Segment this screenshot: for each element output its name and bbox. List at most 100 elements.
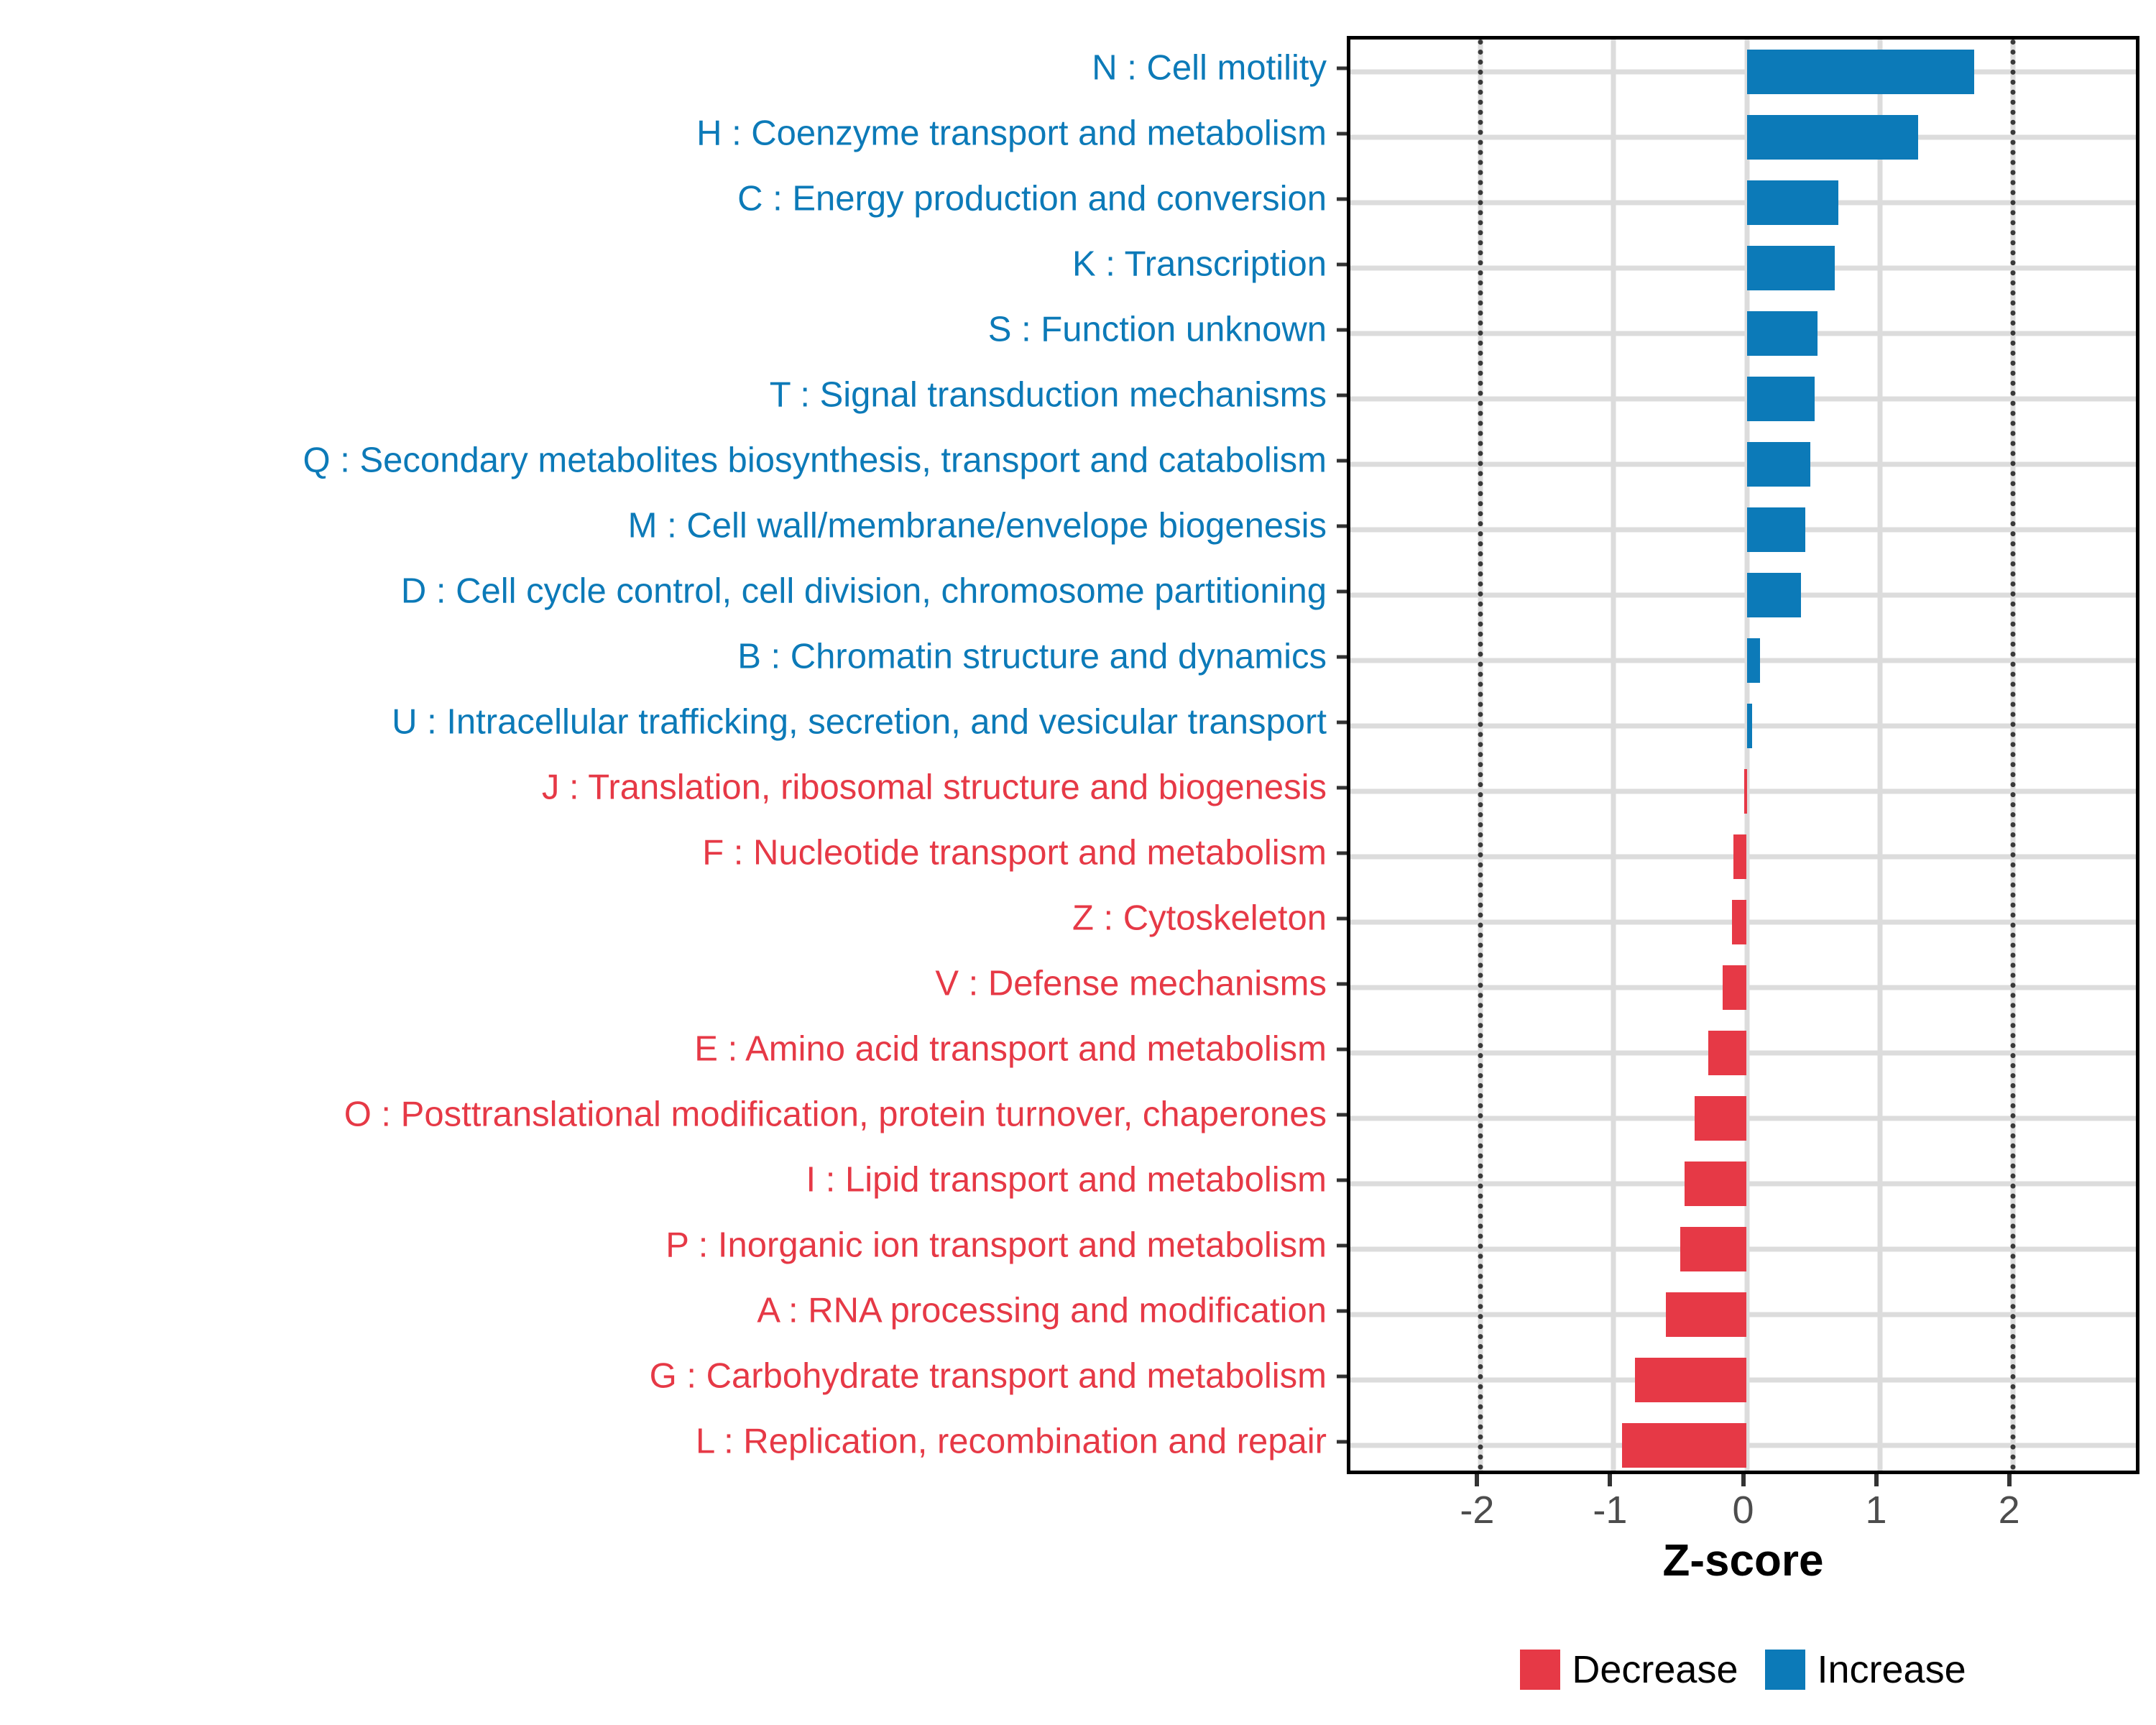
bar[interactable] (1665, 1292, 1747, 1337)
x-axis-tick-mark (1874, 1474, 1879, 1486)
bar[interactable] (1746, 180, 1839, 226)
bar[interactable] (1746, 442, 1811, 487)
bar[interactable] (1746, 573, 1802, 618)
y-axis-tick-mark (1337, 1374, 1347, 1379)
y-axis-label: Q : Secondary metabolites biosynthesis, … (303, 441, 1327, 480)
y-axis-label: Z : Cytoskeleton (1072, 898, 1327, 938)
x-axis-title: Z-score (1662, 1536, 1824, 1586)
horizontal-gridline (1350, 200, 2136, 206)
bar[interactable] (1680, 1226, 1747, 1271)
x-axis-tick-label: 1 (1865, 1489, 1887, 1532)
bar[interactable] (1746, 507, 1805, 553)
legend-swatch-icon (1520, 1650, 1561, 1690)
y-axis-tick-mark (1337, 393, 1347, 397)
bar[interactable] (1733, 834, 1747, 879)
legend-label: Decrease (1572, 1648, 1738, 1691)
y-axis-tick-mark (1337, 197, 1347, 201)
plot-panel (1347, 36, 2139, 1474)
bar[interactable] (1746, 377, 1815, 422)
y-axis-label: H : Coenzyme transport and metabolism (696, 114, 1327, 153)
horizontal-gridline (1350, 331, 2136, 336)
y-axis-tick-mark (1337, 655, 1347, 659)
y-axis-label: A : RNA processing and modification (757, 1291, 1327, 1330)
bar[interactable] (1746, 115, 1919, 160)
x-axis-tick-label: 0 (1732, 1489, 1754, 1532)
horizontal-gridline (1350, 265, 2136, 271)
y-axis-label: D : Cell cycle control, cell division, c… (400, 571, 1327, 611)
y-axis-label: M : Cell wall/membrane/envelope biogenes… (627, 506, 1327, 546)
y-axis-label: P : Inorganic ion transport and metaboli… (665, 1225, 1327, 1265)
bar[interactable] (1635, 1357, 1747, 1402)
y-axis-tick-mark (1337, 459, 1347, 463)
bar[interactable] (1695, 1095, 1747, 1141)
x-axis-ticks: -2 -1 0 1 2 (1347, 1474, 2139, 1560)
bar[interactable] (1746, 704, 1752, 749)
legend-item[interactable]: Decrease (1520, 1650, 1738, 1690)
horizontal-gridline (1350, 461, 2136, 467)
chart-legend: Decrease Increase (1347, 1650, 2139, 1690)
y-axis-label: I : Lipid transport and metabolism (806, 1160, 1327, 1200)
bar[interactable] (1743, 768, 1747, 814)
vertical-gridline (1744, 40, 1749, 1471)
y-axis-label: O : Posttranslational modification, prot… (344, 1095, 1327, 1134)
vertical-gridline (1877, 40, 1883, 1471)
y-axis-category-labels: N : Cell motility H : Coenzyme transport … (0, 36, 1347, 1474)
horizontal-gridline (1350, 134, 2136, 140)
y-axis-label: T : Signal transduction mechanisms (769, 375, 1327, 415)
legend-label: Increase (1817, 1648, 1966, 1691)
y-axis-tick-mark (1337, 720, 1347, 724)
y-axis-label: B : Chromatin structure and dynamics (737, 637, 1327, 676)
bar[interactable] (1684, 1161, 1747, 1206)
horizontal-gridline (1350, 69, 2136, 75)
bar[interactable] (1746, 311, 1818, 356)
y-axis-label: E : Amino acid transport and metabolism (694, 1029, 1327, 1069)
x-axis-tick-mark (1608, 1474, 1613, 1486)
y-axis-tick-mark (1337, 328, 1347, 332)
y-axis-tick-mark (1337, 66, 1347, 70)
y-axis-tick-mark (1337, 1113, 1347, 1117)
horizontal-gridline (1350, 723, 2136, 729)
y-axis-tick-mark (1337, 1309, 1347, 1313)
y-axis-tick-mark (1337, 1047, 1347, 1052)
y-axis-tick-mark (1337, 1440, 1347, 1444)
y-axis-tick-mark (1337, 132, 1347, 136)
bar[interactable] (1723, 965, 1747, 1010)
x-axis-tick-mark (1475, 1474, 1480, 1486)
bar[interactable] (1621, 1422, 1747, 1468)
y-axis-label: K : Transcription (1072, 244, 1327, 284)
x-axis-tick-label: -2 (1460, 1489, 1495, 1532)
x-axis-tick-mark (1741, 1474, 1746, 1486)
y-axis-label: L : Replication, recombination and repai… (696, 1422, 1327, 1461)
y-axis-label: F : Nucleotide transport and metabolism (702, 833, 1327, 873)
bar[interactable] (1746, 50, 1974, 95)
y-axis-label: J : Translation, ribosomal structure and… (541, 768, 1327, 807)
bar[interactable] (1732, 899, 1747, 944)
y-axis-tick-mark (1337, 524, 1347, 528)
y-axis-label: N : Cell motility (1092, 48, 1327, 88)
horizontal-gridline (1350, 592, 2136, 598)
y-axis-tick-mark (1337, 982, 1347, 986)
legend-swatch-icon (1765, 1650, 1806, 1690)
y-axis-label: S : Function unknown (987, 310, 1327, 349)
reference-line (1478, 40, 1483, 1471)
y-axis-tick-mark (1337, 262, 1347, 267)
y-axis-label: U : Intracellular trafficking, secretion… (392, 702, 1327, 742)
horizontal-gridline (1350, 788, 2136, 794)
bar[interactable] (1746, 638, 1760, 684)
y-axis-tick-mark (1337, 1243, 1347, 1248)
bar[interactable] (1746, 246, 1835, 291)
horizontal-gridline (1350, 527, 2136, 533)
y-axis-tick-mark (1337, 851, 1347, 855)
bar[interactable] (1708, 1030, 1747, 1075)
horizontal-gridline (1350, 658, 2136, 663)
y-axis-tick-mark (1337, 916, 1347, 921)
y-axis-tick-mark (1337, 589, 1347, 594)
x-axis-tick-label: 2 (1998, 1489, 2020, 1532)
horizontal-gridline (1350, 396, 2136, 402)
x-axis-tick-label: -1 (1593, 1489, 1628, 1532)
y-axis-tick-mark (1337, 786, 1347, 790)
vertical-gridline (1611, 40, 1616, 1471)
y-axis-label: C : Energy production and conversion (737, 179, 1327, 218)
legend-item[interactable]: Increase (1765, 1650, 1966, 1690)
